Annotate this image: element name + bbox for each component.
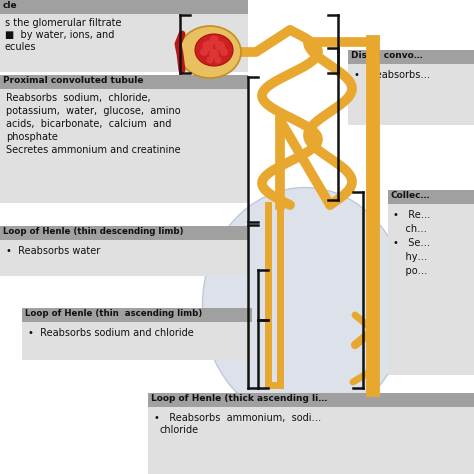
Text: Proximal convoluted tubule: Proximal convoluted tubule	[3, 76, 144, 85]
Circle shape	[207, 56, 213, 64]
Ellipse shape	[195, 34, 233, 66]
Text: Distal convo…: Distal convo…	[351, 51, 423, 60]
Bar	[0, 0, 248, 14]
Bar	[0, 226, 248, 276]
Bar	[388, 190, 474, 204]
Ellipse shape	[179, 26, 241, 78]
Circle shape	[210, 36, 219, 45]
Text: acids,  bicarbonate,  calcium  and: acids, bicarbonate, calcium and	[6, 119, 172, 129]
Bar	[148, 393, 474, 407]
Circle shape	[220, 48, 228, 56]
Circle shape	[215, 41, 225, 51]
Text: ch…: ch…	[393, 224, 427, 234]
Text: cle: cle	[3, 1, 18, 10]
Circle shape	[200, 48, 208, 56]
Text: Loop of Henle (thin descending limb): Loop of Henle (thin descending limb)	[3, 227, 183, 236]
Text: Collec…: Collec…	[391, 191, 430, 200]
Text: Reabsorbs  sodium,  chloride,: Reabsorbs sodium, chloride,	[6, 93, 151, 103]
Text: po…: po…	[393, 266, 428, 276]
Text: potassium,  water,  glucose,  amino: potassium, water, glucose, amino	[6, 106, 181, 116]
Text: hy…: hy…	[393, 252, 427, 262]
Text: ecules: ecules	[5, 42, 36, 52]
Bar	[388, 190, 474, 375]
Text: •  Reabsorbs water: • Reabsorbs water	[6, 246, 100, 256]
Text: •   Reabsorbs…: • Reabsorbs…	[354, 70, 430, 80]
Bar	[0, 226, 248, 240]
Circle shape	[215, 56, 221, 64]
Text: •   Se…: • Se…	[393, 238, 430, 248]
Bar	[348, 50, 474, 125]
Text: ■  by water, ions, and: ■ by water, ions, and	[5, 30, 114, 40]
Bar	[0, 0, 248, 72]
Text: •   Reabsorbs  ammonium,  sodi…: • Reabsorbs ammonium, sodi…	[154, 413, 321, 423]
Bar	[0, 75, 248, 89]
Circle shape	[209, 49, 219, 59]
Text: •  Reabsorbs sodium and chloride: • Reabsorbs sodium and chloride	[28, 328, 194, 338]
Text: s the glomerular filtrate: s the glomerular filtrate	[5, 18, 121, 28]
Bar	[148, 393, 474, 474]
Text: chloride: chloride	[160, 425, 199, 435]
Circle shape	[202, 40, 213, 52]
Ellipse shape	[202, 188, 408, 422]
Text: Loop of Henle (thin  ascending limb): Loop of Henle (thin ascending limb)	[25, 309, 202, 318]
Text: Secretes ammonium and creatinine: Secretes ammonium and creatinine	[6, 145, 181, 155]
Bar	[22, 308, 252, 322]
Bar	[348, 50, 474, 64]
Bar	[0, 75, 248, 203]
Text: phosphate: phosphate	[6, 132, 58, 142]
Text: •   Re…: • Re…	[393, 210, 430, 220]
Bar	[22, 308, 252, 360]
Text: Loop of Henle (thick ascending li…: Loop of Henle (thick ascending li…	[151, 394, 328, 403]
